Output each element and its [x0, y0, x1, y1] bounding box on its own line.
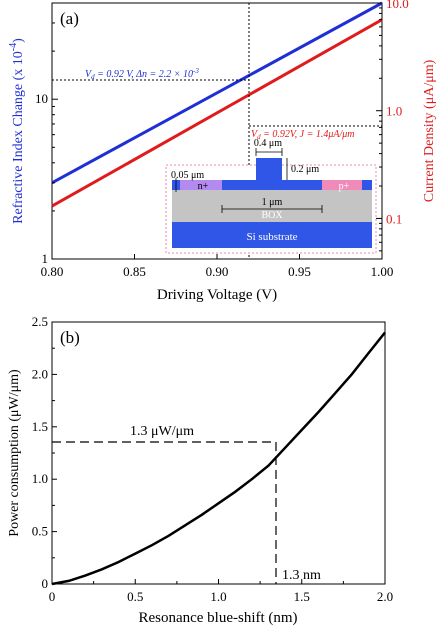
b-y-tick-label: 0.5 [32, 524, 48, 539]
a-xlabel: Driving Voltage (V) [157, 287, 277, 303]
b-series-line [51, 331, 386, 586]
n-doped-region [180, 180, 222, 190]
b-x-tick-label: 0.5 [127, 589, 143, 604]
b-y-tick-label: 1.0 [32, 471, 48, 486]
rib-width-label: 0.4 μm [254, 138, 282, 149]
substrate-label: Si substrate [246, 231, 297, 243]
panel-a-label: (a) [60, 9, 79, 28]
a-right-tick-label: 0.1 [386, 211, 402, 226]
b-x-tick-label: 1.0 [210, 589, 226, 604]
panel-a-series [51, 1, 383, 208]
a-right-tick-label: 1.0 [386, 104, 402, 119]
b-y-tick-label: 1.5 [32, 419, 48, 434]
a-x-tick-label: 0.90 [206, 264, 229, 279]
si-rib [256, 158, 282, 180]
a-red-annotation: Vd = 0.92V, J = 1.4μA/μm [251, 129, 355, 141]
a-series-line-left [51, 1, 383, 185]
a-series-line-right [51, 18, 383, 208]
b-y-tick-label: 2.5 [32, 314, 48, 329]
p-doped-region [322, 180, 362, 190]
a-x-tick-label: 0.95 [288, 264, 311, 279]
a-blue-annotation: Vd = 0.92 V, Δn = 2.2 × 10-3 [85, 67, 199, 81]
b-shift-annotation: 1.3 nm [282, 568, 321, 583]
a-ylabel-left: Refractive Index Change (x 10-4) [8, 38, 26, 224]
b-x-tick-label: 2.0 [377, 589, 393, 604]
panel-a: 0.80 0.85 0.90 0.95 1.00 1 10 0.1 1.0 10.0 (a) Vd… [8, 0, 437, 303]
a-ylabel-left-exp: -4 [8, 43, 19, 51]
a-left-tick-label: 1 [42, 251, 49, 266]
a-blue-vd: V [85, 69, 93, 80]
a-blue-text: = 0.92 V, Δn = 2.2 × 10 [95, 69, 193, 80]
gap-width-label: 1 μm [262, 197, 283, 208]
panel-b-series [51, 331, 386, 586]
b-y-tick-label: 0 [42, 576, 49, 591]
panel-b: 0 0.5 1.0 1.5 2.0 0 0.5 1.0 1.5 2.0 2.5 (b) 1.3 μW… [7, 314, 393, 626]
panel-a-ticks: 0.80 0.85 0.90 0.95 1.00 1 10 0.1 1.0 10.0 [35, 0, 409, 279]
device-cross-section-inset: n+ p+ BOX Si substrate 0.4 μm 0.2 μm 0.0… [165, 138, 377, 254]
a-x-tick-label: 0.80 [41, 264, 64, 279]
a-red-vd: V [251, 129, 259, 140]
box-label: BOX [261, 210, 283, 221]
a-left-tick-label: 10 [35, 91, 48, 106]
n-plus-label: n+ [198, 181, 209, 192]
a-x-tick-label: 1.00 [371, 264, 394, 279]
a-ylabel-left-main: Refractive Index Change (x 10 [11, 51, 26, 224]
a-x-tick-label: 0.85 [123, 264, 146, 279]
b-power-annotation: 1.3 μW/μm [130, 424, 194, 439]
panel-b-frame [51, 321, 386, 585]
rib-height-label: 0.2 μm [291, 164, 319, 175]
panel-b-label: (b) [60, 328, 80, 347]
a-red-vd-sub: d [257, 133, 261, 141]
a-ylabel-right: Current Density (μA/μm) [422, 59, 437, 202]
p-plus-label: p+ [339, 181, 350, 192]
a-blue-vd-sub: d [91, 73, 95, 81]
a-ylabel-left-close: ) [11, 38, 26, 43]
b-x-tick-label: 0 [49, 589, 56, 604]
a-right-tick-label: 10.0 [386, 0, 409, 11]
b-xlabel: Resonance blue-shift (nm) [138, 610, 297, 626]
box-layer [172, 190, 372, 222]
b-x-tick-label: 1.5 [294, 589, 310, 604]
slab-thickness-label: 0.05 μm [171, 170, 204, 181]
si-substrate [172, 222, 372, 248]
a-red-text: = 0.92V, J = 1.4μA/μm [261, 129, 355, 140]
b-y-tick-label: 2.0 [32, 366, 48, 381]
a-blue-exp: -3 [193, 67, 199, 75]
b-ylabel: Power consumption (μW/μm) [7, 369, 22, 537]
si-slab [172, 180, 372, 190]
panel-b-ticks: 0 0.5 1.0 1.5 2.0 0 0.5 1.0 1.5 2.0 2.5 [32, 314, 393, 604]
